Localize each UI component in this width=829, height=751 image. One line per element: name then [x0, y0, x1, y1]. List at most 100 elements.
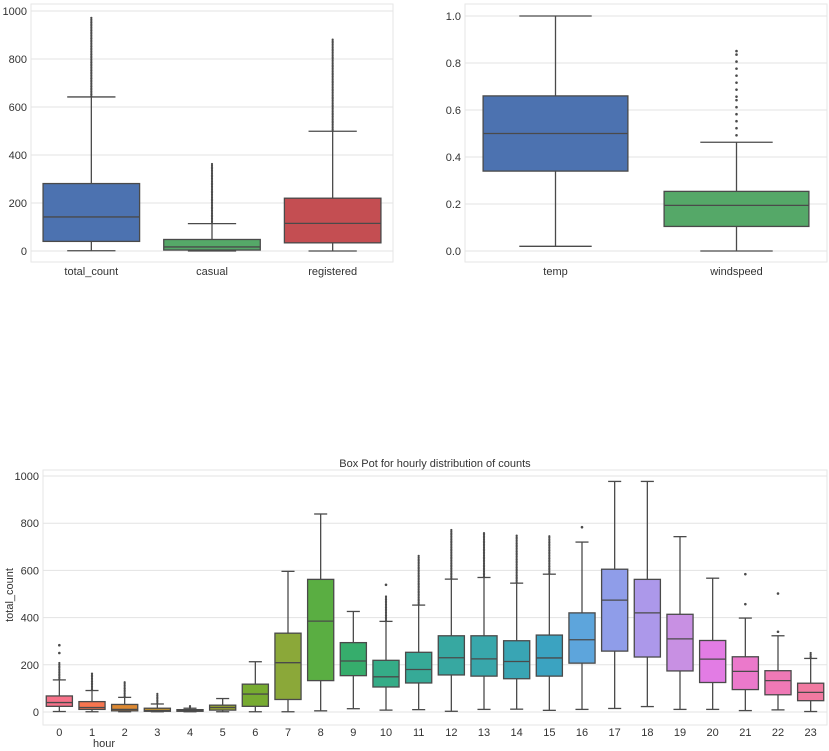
- flier-point: [515, 561, 518, 564]
- flier-point: [90, 39, 93, 42]
- flier-point: [90, 32, 93, 35]
- box-iqr: [45, 695, 74, 707]
- box-11: [404, 554, 433, 711]
- flier-point: [90, 677, 94, 680]
- flier-point: [548, 538, 551, 541]
- flier-point: [450, 562, 453, 565]
- flier-point: [548, 562, 551, 565]
- flier-point: [210, 188, 214, 191]
- flier-point: [482, 533, 486, 536]
- flier-point: [90, 24, 93, 27]
- flier-point: [331, 54, 334, 57]
- box-iqr: [283, 197, 382, 244]
- y-tick-label: 0.8: [446, 58, 461, 70]
- flier-point: [90, 64, 93, 67]
- flier-point: [417, 594, 420, 598]
- flier-point: [417, 577, 420, 580]
- flier-point: [515, 568, 518, 571]
- box-9: [339, 610, 368, 710]
- y-tick-label: 600: [21, 565, 39, 577]
- flier-point: [58, 651, 61, 655]
- box-19: [666, 536, 694, 711]
- box-iqr: [372, 659, 400, 688]
- flier-point: [515, 572, 518, 576]
- flier-point: [210, 186, 214, 190]
- flier-point: [90, 21, 93, 24]
- flier-point: [210, 220, 214, 223]
- flier-point: [58, 643, 61, 647]
- flier-point: [331, 78, 334, 81]
- flier-point: [331, 113, 334, 116]
- flier-point: [331, 108, 334, 112]
- x-tick-label: 12: [445, 727, 457, 739]
- flier-point: [331, 118, 334, 121]
- flier-point: [331, 112, 334, 115]
- flier-point: [482, 538, 486, 541]
- flier-point: [90, 75, 93, 79]
- flier-point: [331, 56, 334, 59]
- flier-point: [123, 690, 126, 693]
- flier-point: [58, 663, 61, 666]
- box-16: [568, 525, 596, 711]
- flier-point: [482, 552, 486, 556]
- flier-point: [210, 201, 214, 204]
- flier-point: [515, 577, 518, 580]
- flier-point: [58, 676, 61, 679]
- flier-point: [482, 541, 486, 544]
- y-axis-label: total_count: [4, 568, 16, 622]
- box-iqr: [143, 707, 172, 712]
- y-tick-label: 200: [9, 198, 27, 210]
- flier-point: [735, 126, 738, 130]
- x-tick-label: total_count: [64, 266, 118, 278]
- flier-point: [188, 706, 192, 709]
- flier-point: [90, 42, 93, 45]
- flier-point: [515, 574, 518, 577]
- flier-point: [548, 536, 551, 539]
- box-23: [796, 651, 825, 713]
- flier-point: [90, 59, 93, 63]
- flier-point: [331, 49, 334, 52]
- flier-point: [331, 40, 334, 43]
- flier-point: [90, 87, 93, 90]
- flier-point: [210, 172, 214, 175]
- flier-point: [515, 564, 518, 568]
- x-tick-label: 0: [56, 727, 62, 739]
- flier-point: [417, 590, 420, 593]
- flier-point: [90, 61, 93, 64]
- flier-point: [515, 553, 518, 556]
- flier-point: [331, 124, 334, 128]
- flier-point: [548, 568, 551, 571]
- flier-point: [210, 217, 214, 220]
- flier-point: [450, 541, 453, 544]
- flier-point: [515, 548, 518, 552]
- flier-point: [90, 45, 93, 48]
- x-tick-label: 1: [89, 727, 95, 739]
- box-2: [110, 681, 139, 713]
- flier-point: [210, 169, 214, 172]
- y-tick-label: 1000: [3, 6, 27, 18]
- flier-point: [123, 682, 126, 685]
- y-tick-label: 400: [9, 150, 27, 162]
- flier-point: [548, 565, 551, 568]
- box-temp: [482, 15, 629, 247]
- chart-title: Box Pot for hourly distribution of count…: [339, 458, 531, 470]
- flier-point: [548, 544, 551, 547]
- flier-point: [482, 559, 486, 562]
- flier-point: [90, 91, 93, 95]
- flier-point: [331, 68, 334, 72]
- flier-point: [548, 560, 551, 563]
- box-iqr: [535, 634, 564, 677]
- flier-point: [384, 595, 388, 598]
- y-tick-label: 1.0: [446, 11, 461, 23]
- x-tick-label: 16: [576, 727, 588, 739]
- x-axis-label: hour: [93, 738, 115, 750]
- box-18: [633, 480, 662, 708]
- flier-point: [735, 67, 738, 70]
- flier-point: [123, 684, 126, 687]
- y-tick-label: 0.4: [446, 152, 461, 164]
- flier-point: [90, 55, 93, 58]
- flier-point: [58, 673, 61, 676]
- flier-point: [776, 630, 780, 634]
- flier-point: [482, 556, 486, 559]
